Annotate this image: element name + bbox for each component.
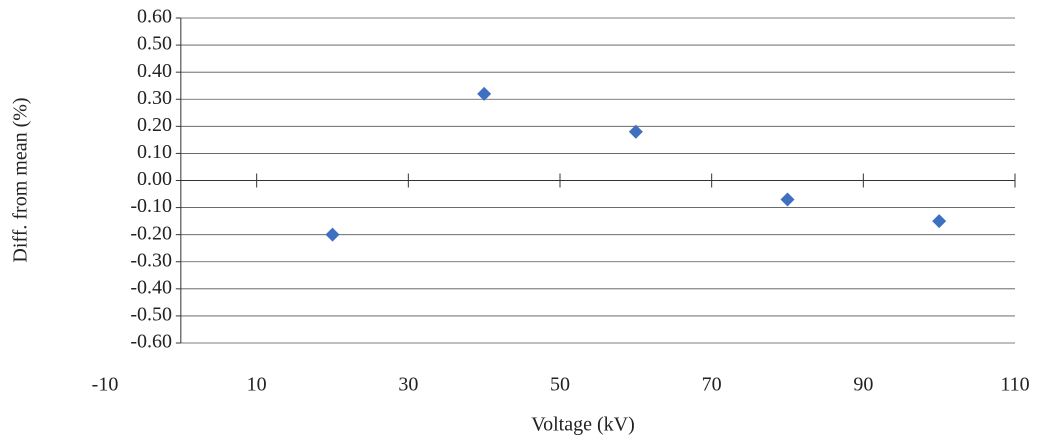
- y-tick-label: -0.20: [130, 222, 172, 244]
- point: [477, 86, 492, 101]
- y-tick-label: 0.30: [137, 87, 172, 109]
- y-tick-label: -0.50: [130, 304, 172, 326]
- y-tick-label: 0.50: [137, 33, 172, 55]
- point: [780, 192, 795, 207]
- x-axis-title: Voltage (kV): [531, 414, 635, 436]
- x-tick-label: 70: [702, 374, 722, 396]
- y-axis-title: Diff. from mean (%): [10, 97, 32, 262]
- x-tick-label: 30: [398, 374, 418, 396]
- y-tick-label: 0.20: [137, 114, 172, 136]
- y-tick-label: -0.10: [130, 195, 172, 217]
- y-tick-label: -0.60: [130, 331, 172, 353]
- y-tick-label: -0.30: [130, 249, 172, 271]
- x-tick-label: 90: [853, 374, 873, 396]
- x-tick-label: 50: [550, 374, 570, 396]
- x-tick-label: 110: [1000, 374, 1029, 396]
- y-tick-label: -0.40: [130, 276, 172, 298]
- x-tick-label: -10: [92, 374, 119, 396]
- y-tick-label: 0.10: [137, 141, 172, 163]
- point: [628, 124, 643, 139]
- y-tick-label: 0.00: [137, 168, 172, 190]
- point: [932, 214, 947, 229]
- y-tick-label: 0.40: [137, 60, 172, 82]
- point: [325, 227, 340, 242]
- x-tick-label: 10: [247, 374, 267, 396]
- y-tick-label: 0.60: [137, 6, 172, 28]
